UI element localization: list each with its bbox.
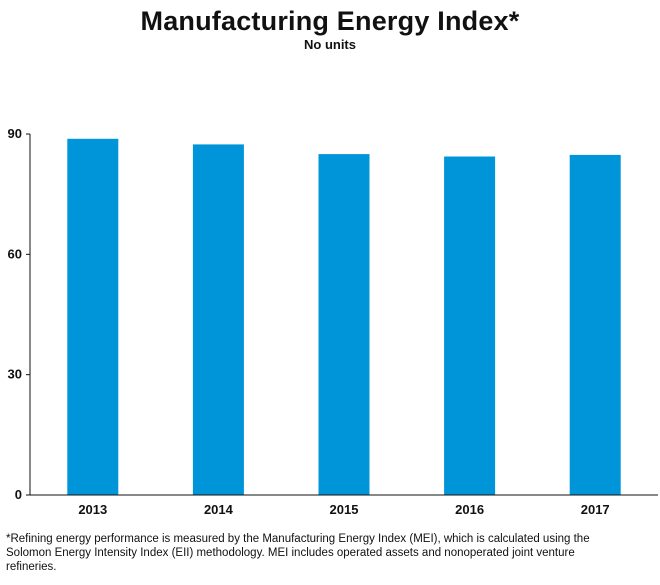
y-tick-label-90: 90 xyxy=(8,126,22,141)
x-tick-label-2014: 2014 xyxy=(204,502,234,517)
bar-chart: 2013 2014 2015 2016 2017 0 30 60 90 xyxy=(8,126,658,517)
chart-title: Manufacturing Energy Index* xyxy=(140,6,520,36)
bar-2015 xyxy=(318,154,370,495)
x-tick-label-2013: 2013 xyxy=(78,502,107,517)
bar-2016 xyxy=(444,156,496,495)
x-tick-label-2015: 2015 xyxy=(330,502,359,517)
bar-2017 xyxy=(569,154,621,495)
x-axis: 2013 2014 2015 2016 2017 xyxy=(30,494,658,517)
footnote: *Refining energy performance is measured… xyxy=(6,533,590,573)
y-tick-label-60: 60 xyxy=(8,246,22,261)
bar-2014 xyxy=(192,144,244,495)
x-tick-label-2016: 2016 xyxy=(455,502,484,517)
chart-subtitle: No units xyxy=(304,37,356,52)
y-axis: 0 30 60 90 xyxy=(8,126,31,502)
bar-group xyxy=(67,138,621,496)
bar-2013 xyxy=(67,138,119,496)
y-tick-label-0: 0 xyxy=(15,487,22,502)
y-tick-label-30: 30 xyxy=(8,367,22,382)
x-tick-label-2017: 2017 xyxy=(581,502,610,517)
